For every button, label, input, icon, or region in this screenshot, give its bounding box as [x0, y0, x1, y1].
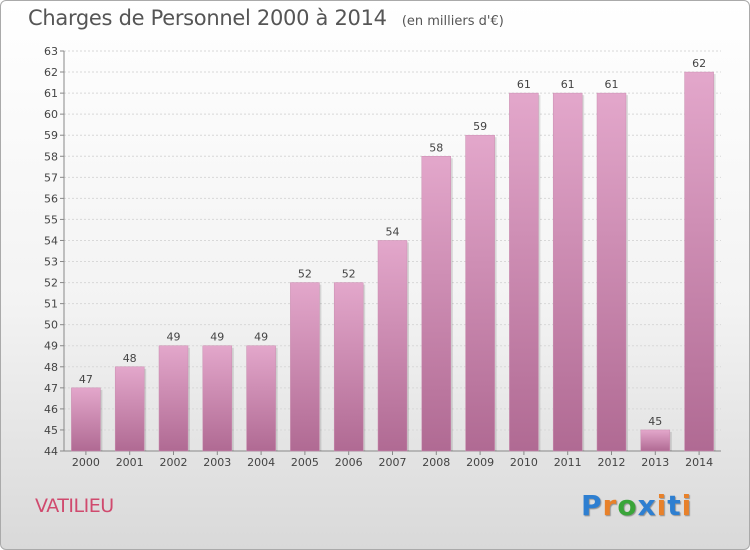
bar [596, 92, 627, 452]
bar-value-label: 62 [692, 57, 706, 70]
bar [640, 429, 671, 452]
x-tick-label: 2011 [554, 456, 582, 469]
x-tick-label: 2013 [641, 456, 669, 469]
chart-title: Charges de Personnel 2000 à 2014 [28, 6, 387, 30]
y-tick-label: 45 [44, 424, 58, 437]
bar-value-label: 61 [561, 78, 575, 91]
logo-letter: i [681, 489, 693, 522]
bar [202, 345, 233, 452]
x-tick-label: 2001 [116, 456, 144, 469]
y-tick-label: 63 [44, 45, 58, 58]
x-tick-label: 2008 [422, 456, 450, 469]
bar-value-label: 61 [605, 78, 619, 91]
y-tick-label: 60 [44, 108, 58, 121]
bar-value-label: 48 [123, 352, 137, 365]
bar-value-label: 49 [210, 331, 224, 344]
y-tick-label: 52 [44, 277, 58, 290]
y-tick-label: 57 [44, 171, 58, 184]
bar [246, 345, 276, 452]
bar-value-label: 61 [517, 78, 531, 91]
bar-value-label: 54 [386, 225, 400, 238]
bar-value-label: 49 [167, 331, 181, 344]
bar [158, 345, 189, 452]
bar [552, 92, 583, 452]
bar-value-label: 58 [429, 141, 443, 154]
y-tick-label: 56 [44, 192, 58, 205]
title-line: Charges de Personnel 2000 à 2014 (en mil… [28, 6, 504, 30]
y-tick-label: 62 [44, 66, 58, 79]
y-tick-label: 61 [44, 87, 58, 100]
x-tick-label: 2004 [247, 456, 275, 469]
y-tick-label: 47 [44, 382, 58, 395]
bar [71, 387, 101, 452]
bar-value-label: 45 [648, 415, 662, 428]
bar-value-label: 52 [342, 268, 356, 281]
bar [333, 282, 364, 452]
bar [421, 156, 452, 452]
logo-letter: P [581, 489, 603, 522]
y-tick-label: 46 [44, 403, 58, 416]
bar [465, 134, 495, 452]
y-tick-label: 55 [44, 213, 58, 226]
bar [377, 240, 408, 452]
x-tick-label: 2009 [466, 456, 494, 469]
bar [114, 366, 145, 452]
logo-letter: t [667, 489, 682, 522]
proxiti-logo: Proxiti [581, 489, 692, 522]
bar [684, 71, 714, 452]
x-tick-label: 2007 [379, 456, 407, 469]
labels: 47 2000 48 2001 49 2002 49 2003 49 2004 52 2005 52 20… [72, 57, 713, 469]
bar-value-label: 59 [473, 120, 487, 133]
x-tick-label: 2014 [685, 456, 713, 469]
x-tick-label: 2012 [598, 456, 626, 469]
y-tick-label: 48 [44, 361, 58, 374]
y-tick-label: 58 [44, 150, 58, 163]
logo-letter: i [656, 489, 668, 522]
bar-value-label: 49 [254, 331, 268, 344]
chart-subtitle: (en milliers d'€) [401, 14, 504, 29]
x-tick-label: 2003 [203, 456, 231, 469]
x-tick-label: 2002 [160, 456, 188, 469]
y-tick-label: 54 [44, 234, 58, 247]
x-tick-label: 2006 [335, 456, 363, 469]
x-tick-label: 2000 [72, 456, 100, 469]
y-tick-label: 44 [44, 445, 58, 458]
logo-letter: r [602, 489, 618, 522]
location-label: VATILIEU [35, 495, 114, 517]
y-tick-label: 50 [44, 319, 58, 332]
logo-letter: o [617, 489, 638, 522]
bars [71, 71, 716, 452]
y-tick-label: 53 [44, 256, 58, 269]
bar [290, 282, 320, 452]
bar-value-label: 47 [79, 373, 93, 386]
y-tick-label: 59 [44, 129, 58, 142]
x-tick-label: 2005 [291, 456, 319, 469]
bar [509, 92, 539, 452]
y-tick-label: 49 [44, 340, 58, 353]
y-tick-label: 51 [44, 298, 58, 311]
bar-value-label: 52 [298, 268, 312, 281]
x-tick-label: 2010 [510, 456, 538, 469]
logo-letter: x [637, 489, 657, 522]
